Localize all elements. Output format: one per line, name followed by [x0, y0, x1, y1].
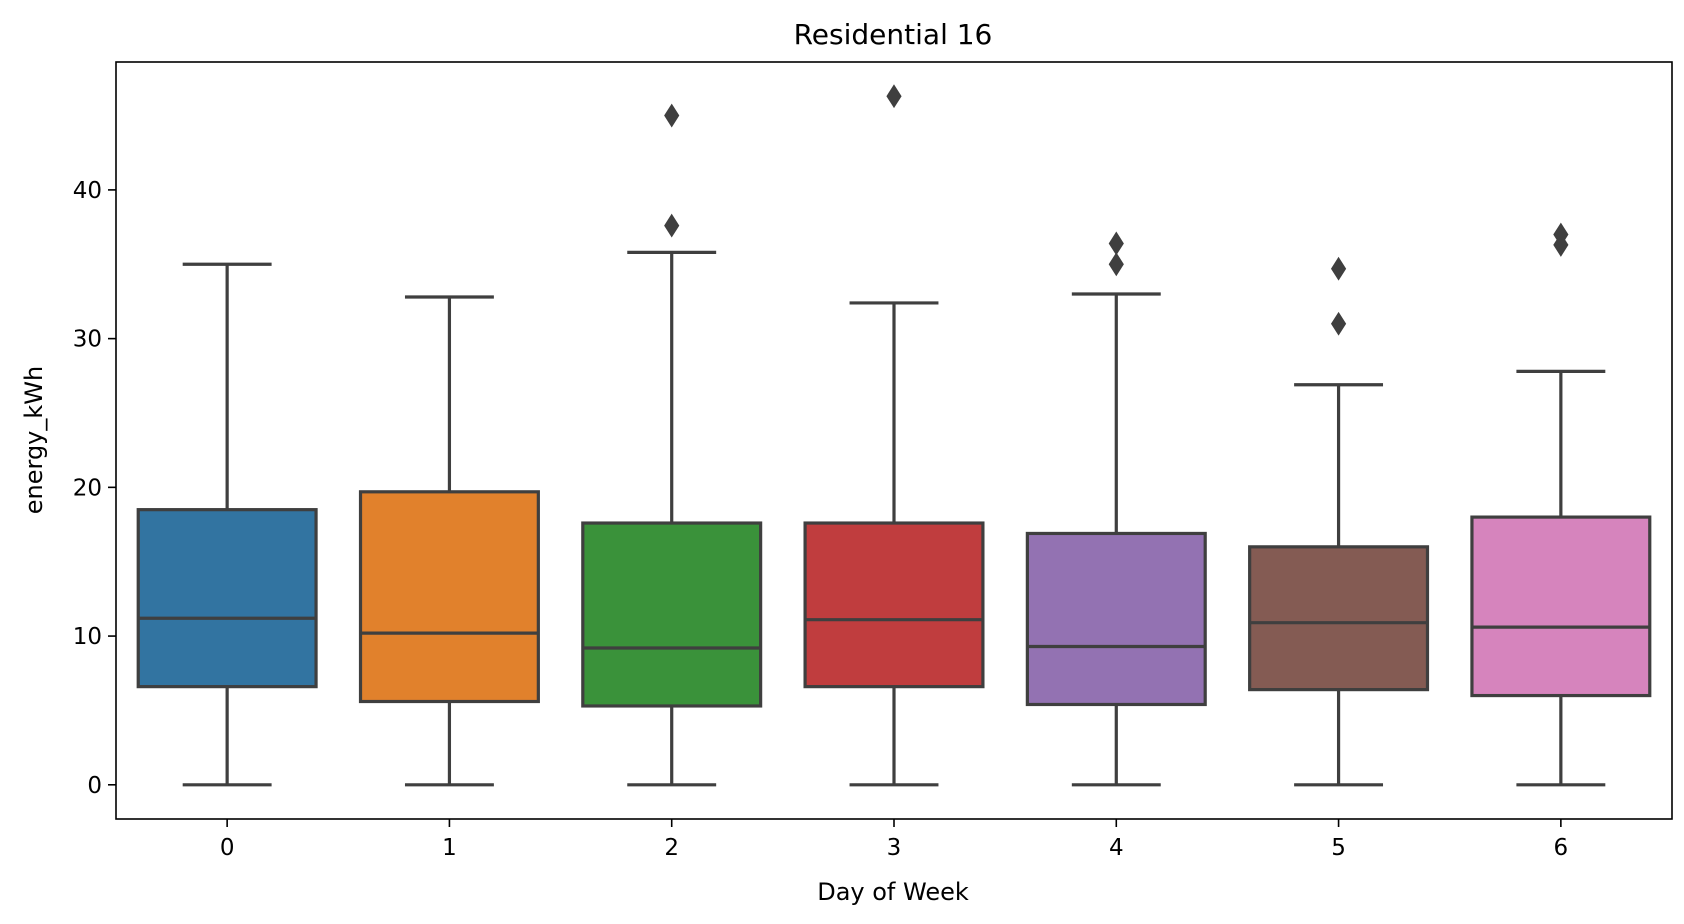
box-iqr [1248, 545, 1430, 692]
y-tick-label: 10 [73, 624, 102, 650]
y-axis-label: energy_kWh [20, 366, 48, 514]
box-group-2 [581, 103, 763, 787]
boxes-layer [136, 84, 1652, 787]
box-iqr [358, 490, 540, 704]
outlier-point [664, 213, 680, 238]
box-iqr [581, 521, 763, 708]
box-group-1 [358, 295, 540, 787]
y-tick-label: 40 [73, 178, 102, 204]
outlier-point [1330, 311, 1347, 336]
x-tick-label: 3 [887, 835, 902, 861]
outlier-point [1553, 222, 1569, 247]
x-tick-label: 0 [220, 835, 235, 861]
box-iqr [136, 508, 318, 689]
box-group-6 [1470, 222, 1652, 787]
outlier-point [1108, 231, 1124, 256]
x-tick-label: 5 [1331, 835, 1346, 861]
x-tick-label: 6 [1554, 835, 1569, 861]
outlier-point [1108, 252, 1124, 277]
box-iqr [1025, 531, 1207, 707]
box-iqr [803, 521, 985, 689]
outlier-point [1330, 256, 1347, 281]
chart-title: Residential 16 [794, 18, 993, 51]
box-group-0 [136, 262, 318, 787]
outlier-point [886, 84, 902, 109]
y-axis: 0 10 20 30 40 [73, 178, 116, 799]
x-axis: 0 1 2 3 4 5 6 [220, 819, 1568, 861]
y-tick-label: 0 [87, 773, 102, 799]
x-axis-label: Day of Week [817, 878, 969, 906]
x-tick-label: 1 [442, 835, 457, 861]
x-tick-label: 4 [1109, 835, 1124, 861]
outlier-point [664, 103, 680, 128]
box-group-4 [1025, 231, 1207, 787]
x-tick-label: 2 [664, 835, 679, 861]
box-group-3 [803, 84, 985, 787]
y-tick-label: 20 [73, 475, 102, 501]
box-group-5 [1248, 256, 1430, 787]
y-tick-label: 30 [73, 327, 102, 353]
box-iqr [1470, 515, 1652, 698]
